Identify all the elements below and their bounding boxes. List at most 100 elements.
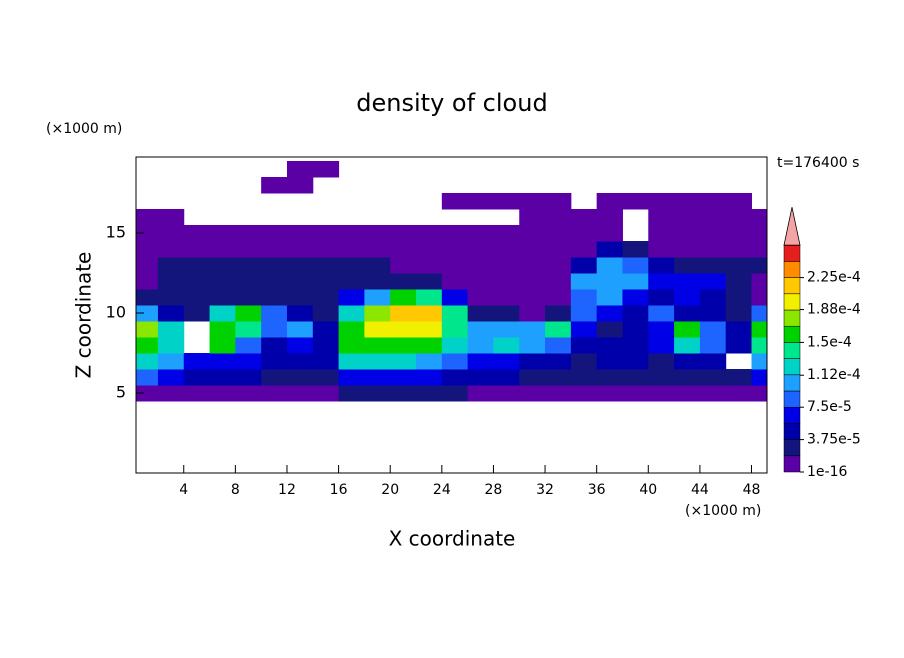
field-cell: [209, 289, 236, 306]
field-cell: [493, 193, 520, 210]
field-cell: [468, 177, 494, 194]
field-cell: [674, 305, 701, 322]
field-cell: [183, 353, 211, 370]
field-cell: [545, 161, 571, 178]
field-cell: [674, 353, 701, 370]
field-cell: [545, 305, 572, 322]
y-tick-label: 10: [106, 303, 126, 322]
field-cell: [261, 209, 287, 226]
field-cell: [699, 273, 727, 290]
field-cell: [545, 337, 572, 354]
field-cell: [339, 177, 365, 194]
field-cell: [674, 273, 701, 290]
field-cell: [157, 321, 185, 338]
field-cell: [209, 305, 236, 322]
field-cell: [441, 337, 469, 354]
field-cell: [545, 289, 572, 306]
field-cell: [312, 337, 340, 354]
field-cell: [545, 369, 572, 386]
field-cell: [596, 305, 623, 322]
field-cell: [519, 321, 546, 338]
field-cell: [136, 209, 159, 226]
colorbar-band: [783, 406, 801, 424]
field-cell: [725, 289, 753, 306]
field-cell: [699, 337, 727, 354]
field-cell: [751, 273, 767, 290]
field-cell: [209, 369, 236, 386]
field-cell: [364, 257, 391, 274]
y-axis-label: Z coordinate: [72, 252, 96, 379]
field-cell: [313, 209, 339, 226]
field-cell: [467, 273, 494, 290]
field-cell: [390, 193, 416, 210]
field-cell: [467, 241, 494, 258]
field-cell: [519, 353, 546, 370]
field-cell: [751, 209, 767, 226]
field-cell: [416, 273, 443, 290]
field-cell: [699, 385, 727, 402]
field-cell: [184, 337, 210, 354]
field-cell: [312, 289, 340, 306]
field-cell: [416, 177, 442, 194]
field-cell: [287, 209, 313, 226]
field-cell: [416, 289, 443, 306]
colorbar-tick-label: 1.5e-4: [807, 334, 852, 350]
field-cell: [674, 161, 700, 178]
field-cell: [157, 209, 185, 226]
field-cell: [596, 353, 623, 370]
field-cell: [157, 257, 185, 274]
field-cell: [210, 193, 236, 210]
field-cell: [596, 193, 623, 210]
y-tick-label: 5: [116, 383, 126, 402]
field-cell: [751, 241, 767, 258]
field-cell: [493, 241, 520, 258]
field-cell: [364, 289, 391, 306]
colorbar-band: [783, 342, 801, 359]
field-cell: [545, 353, 572, 370]
field-cell: [725, 257, 753, 274]
field-cell: [158, 177, 184, 194]
field-cell: [519, 337, 546, 354]
field-cell: [416, 193, 442, 210]
field-cell: [467, 321, 494, 338]
field-cell: [493, 161, 519, 178]
field-cell: [364, 193, 390, 210]
field-cell: [235, 241, 262, 258]
field-cell: [467, 353, 494, 370]
field-cell: [622, 385, 649, 402]
field-cell: [286, 225, 314, 242]
field-cell: [235, 289, 262, 306]
field-cell: [622, 337, 649, 354]
field-cell: [622, 241, 649, 258]
field-cell: [338, 321, 365, 338]
field-cell: [752, 193, 778, 210]
field-cell: [416, 305, 443, 322]
field-cell: [312, 321, 340, 338]
field-cell: [570, 289, 598, 306]
field-cell: [442, 177, 468, 194]
colorbar-tick-label: 7.5e-5: [807, 399, 852, 415]
field-cell: [674, 241, 701, 258]
field-cell: [261, 225, 288, 242]
field-cell: [261, 273, 288, 290]
field-cell: [338, 385, 365, 402]
field-cell: [570, 305, 598, 322]
colorbar-band: [783, 261, 801, 278]
field-cell: [286, 369, 314, 386]
field-cell: [596, 337, 623, 354]
field-cell: [312, 369, 340, 386]
field-cell: [235, 209, 261, 226]
field-cell: [648, 257, 675, 274]
field-cell: [261, 385, 288, 402]
field-cell: [261, 321, 288, 338]
plot-frame: [135, 156, 768, 474]
field-cell: [390, 385, 417, 402]
field-cell: [725, 225, 753, 242]
field-cell: [648, 209, 675, 226]
field-cell: [235, 385, 262, 402]
colorbar-band: [783, 277, 801, 295]
field-cell: [699, 241, 727, 258]
field-cell: [674, 193, 701, 210]
field-cell: [493, 321, 520, 338]
field-cell: [390, 353, 417, 370]
